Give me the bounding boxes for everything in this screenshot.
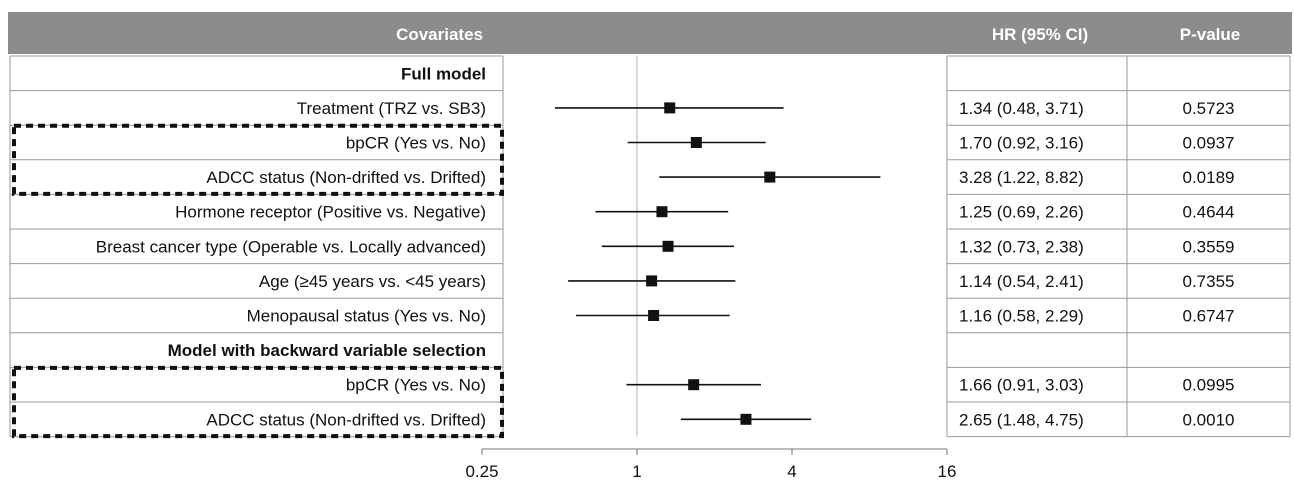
covariate-label: ADCC status (Non-drifted vs. Drifted) [206,168,486,187]
hr-point [646,275,658,287]
p-value: 0.0937 [1183,134,1235,153]
covariate-label: Hormone receptor (Positive vs. Negative) [175,203,486,222]
covariate-label: ADCC status (Non-drifted vs. Drifted) [206,410,486,429]
hr-ci-value: 1.32 (0.73, 2.38) [959,237,1084,256]
hr-point [648,310,660,321]
p-value: 0.4644 [1183,203,1235,222]
header-hr: HR (95% CI) [992,25,1088,44]
hr-point [656,206,668,218]
header-covariates: Covariates [396,25,483,44]
p-value: 0.0010 [1183,410,1235,429]
covariate-label: Menopausal status (Yes vs. No) [247,307,486,326]
x-tick-label: 4 [787,462,796,481]
x-axis: 0.25 1 4 16 [465,448,957,481]
hr-ci-value: 1.34 (0.48, 3.71) [959,99,1084,118]
p-value: 0.0189 [1183,168,1235,187]
covariate-label: bpCR (Yes vs. No) [346,134,486,153]
highlight-box [12,365,504,439]
hr-ci-value: 2.65 (1.48, 4.75) [959,410,1084,429]
p-value: 0.0995 [1183,376,1235,395]
hr-point [688,379,700,391]
covariate-label: bpCR (Yes vs. No) [346,376,486,395]
highlight-box [12,123,504,196]
p-value: 0.6747 [1183,307,1235,326]
hr-ci-value: 3.28 (1.22, 8.82) [959,168,1084,187]
p-value: 0.3559 [1183,237,1235,256]
hr-ci-value: 1.16 (0.58, 2.29) [959,307,1084,326]
hr-ci-value: 1.25 (0.69, 2.26) [959,203,1084,222]
x-tick-label: 0.25 [465,462,498,481]
hr-point [662,240,674,252]
highlight-boxes [12,123,504,439]
hr-point [664,102,676,114]
section-label: Model with backward variable selection [168,341,486,360]
hr-ci-value: 1.70 (0.92, 3.16) [959,134,1084,153]
section-label: Full model [401,64,486,83]
p-value: 0.7355 [1183,272,1235,291]
x-tick-label: 16 [938,462,957,481]
hr-ci-value: 1.66 (0.91, 3.03) [959,376,1084,395]
covariate-label: Treatment (TRZ vs. SB3) [297,99,486,118]
hr-point [764,171,776,183]
hr-ci-value: 1.14 (0.54, 2.41) [959,272,1084,291]
hr-point [740,413,752,425]
header-bar [8,12,1292,54]
x-tick-label: 1 [632,462,641,481]
covariate-label: Breast cancer type (Operable vs. Locally… [96,237,486,256]
p-value: 0.5723 [1183,99,1235,118]
covariate-label: Age (≥45 years vs. <45 years) [259,272,486,291]
hr-point [690,137,702,148]
header-p-value: P-value [1180,25,1240,44]
forest-marks [554,102,881,425]
table-rows: Full model Treatment (TRZ vs. SB3) 1.34 (0… [96,64,1235,429]
